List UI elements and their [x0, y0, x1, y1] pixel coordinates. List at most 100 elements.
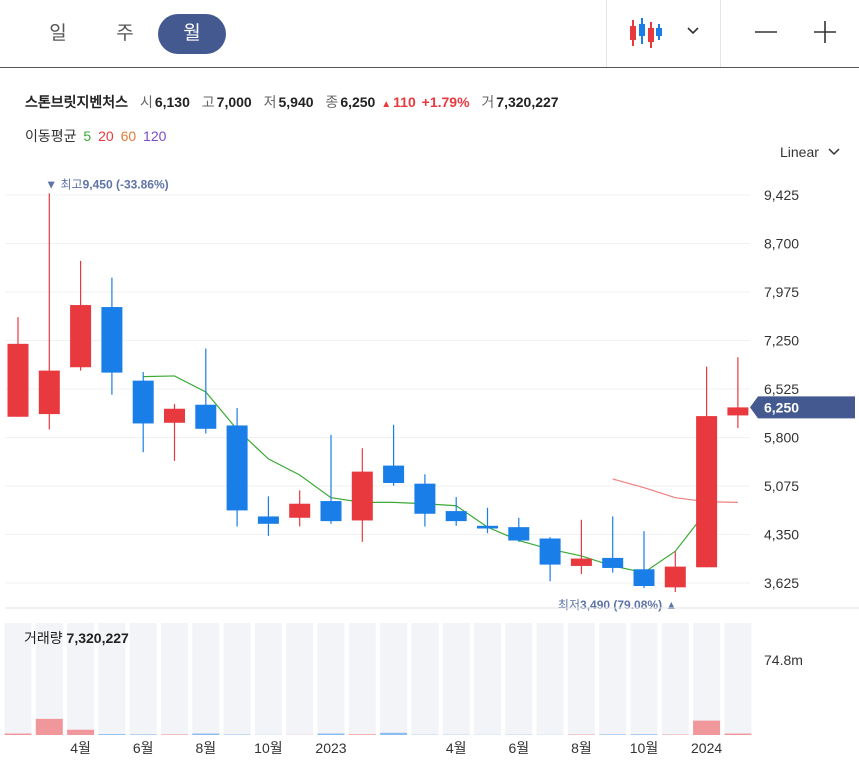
candle: [383, 424, 405, 486]
volume-bar: [129, 734, 157, 735]
x-tick-label: 2023: [315, 740, 346, 756]
candle: [602, 516, 624, 573]
candle: [351, 448, 373, 542]
x-tick-label: 8월: [571, 740, 592, 756]
volume-bar: [67, 729, 95, 735]
y-tick-label: 4,350: [764, 527, 799, 543]
volume-bar: [599, 734, 627, 735]
candle: [727, 357, 749, 429]
candle-body: [508, 527, 530, 541]
candle-body: [664, 566, 686, 588]
ma-5-label[interactable]: 5: [83, 128, 92, 144]
volume-column-bg: [67, 623, 95, 735]
volume-bar: [35, 718, 63, 735]
candle-body: [383, 465, 405, 483]
candle: [539, 537, 561, 582]
low-value: 5,940: [278, 94, 314, 110]
volume-column-bg: [599, 623, 627, 735]
candle: [70, 260, 92, 371]
volume-bar: [724, 733, 752, 735]
open-value: 6,130: [154, 94, 190, 110]
volume-column-bg: [411, 623, 439, 735]
open-label: 시: [139, 94, 153, 110]
y-tick-label: 5,075: [764, 478, 799, 494]
volume-column-bg: [505, 623, 533, 735]
volume-bar: [317, 733, 345, 735]
candle-body: [195, 404, 217, 429]
x-tick-label: 4월: [70, 740, 91, 756]
candle: [226, 408, 248, 527]
volume-column-bg: [474, 623, 501, 735]
volume-column-bg: [442, 623, 470, 735]
x-tick-label: 2024: [691, 740, 722, 756]
ma-120-label[interactable]: 120: [143, 128, 167, 144]
candle: [696, 366, 718, 568]
candle: [445, 497, 467, 526]
candle-body: [7, 343, 29, 417]
volume-label: 거: [481, 94, 495, 110]
candle-body: [257, 516, 279, 524]
candle: [257, 496, 279, 536]
toolbar-divider: [606, 0, 607, 67]
high-label: 고: [201, 94, 215, 110]
volume-column-bg: [161, 623, 188, 735]
zoom-out-icon[interactable]: [754, 22, 778, 42]
volume-bar: [348, 734, 376, 735]
volume-column-bg: [348, 623, 376, 735]
candle-body: [289, 503, 311, 518]
volume-column-bg: [4, 623, 32, 735]
stock-name: 스톤브릿지벤처스: [25, 94, 129, 110]
candle: [195, 348, 217, 434]
candle: [633, 531, 655, 589]
price-info: 스톤브릿지벤처스 시 6,130 고 7,000 저 5,940 종 6,250 ▲ 11…: [25, 92, 559, 112]
high-value: 7,000: [216, 94, 252, 110]
volume-bar: [161, 734, 188, 735]
tab-week[interactable]: 주: [116, 23, 134, 44]
x-tick-label: 6월: [133, 740, 154, 756]
x-tick-label: 6월: [508, 740, 529, 756]
volume-column-bg: [286, 623, 314, 735]
candle-body: [445, 511, 467, 522]
scale-selector[interactable]: Linear: [780, 144, 840, 160]
y-tick-label: 6,525: [764, 381, 799, 397]
x-tick-label: 8월: [195, 740, 216, 756]
close-label: 종: [325, 94, 339, 110]
volume-column-bg: [223, 623, 251, 735]
period-toolbar: 일 주 월: [0, 0, 859, 68]
x-tick-label: 4월: [446, 740, 467, 756]
ma20-line: [612, 478, 738, 503]
candle: [477, 507, 498, 534]
volume-column-bg: [380, 623, 408, 735]
zoom-in-icon[interactable]: [813, 20, 837, 44]
volume-column-bg: [567, 623, 595, 735]
candle-body: [727, 407, 749, 416]
volume-column-bg: [630, 623, 658, 735]
chevron-down-icon[interactable]: [686, 24, 700, 36]
ma-legend: 이동평균 5 20 60 120: [25, 126, 166, 146]
candle-body: [320, 501, 342, 522]
volume-bar: [4, 733, 32, 735]
chart-type-icon[interactable]: [626, 16, 664, 50]
y-tick-label: 7,250: [764, 333, 799, 349]
volume-column-bg: [35, 623, 63, 735]
high-annotation: ▼ 최고9,450 (-33.86%): [45, 177, 168, 191]
tab-month[interactable]: 월: [158, 14, 226, 54]
volume-title: 거래량 7,320,227: [24, 630, 129, 646]
x-tick-label: 10월: [630, 740, 658, 756]
scale-label: Linear: [780, 144, 819, 160]
candle-body: [132, 380, 154, 424]
ma-20-label[interactable]: 20: [98, 128, 114, 144]
change-arrow-icon: ▲: [381, 99, 392, 110]
tab-day[interactable]: 일: [49, 23, 67, 44]
y-tick-label: 5,800: [764, 430, 799, 446]
candle-body: [570, 558, 592, 566]
volume-bar: [630, 734, 658, 735]
y-tick-label: 8,700: [764, 236, 799, 252]
candle: [164, 404, 185, 461]
volume-bar: [98, 734, 126, 735]
current-price-label: 6,250: [764, 399, 799, 415]
candle-body: [70, 305, 92, 368]
candle-body: [633, 569, 655, 587]
ma-60-label[interactable]: 60: [120, 128, 137, 144]
